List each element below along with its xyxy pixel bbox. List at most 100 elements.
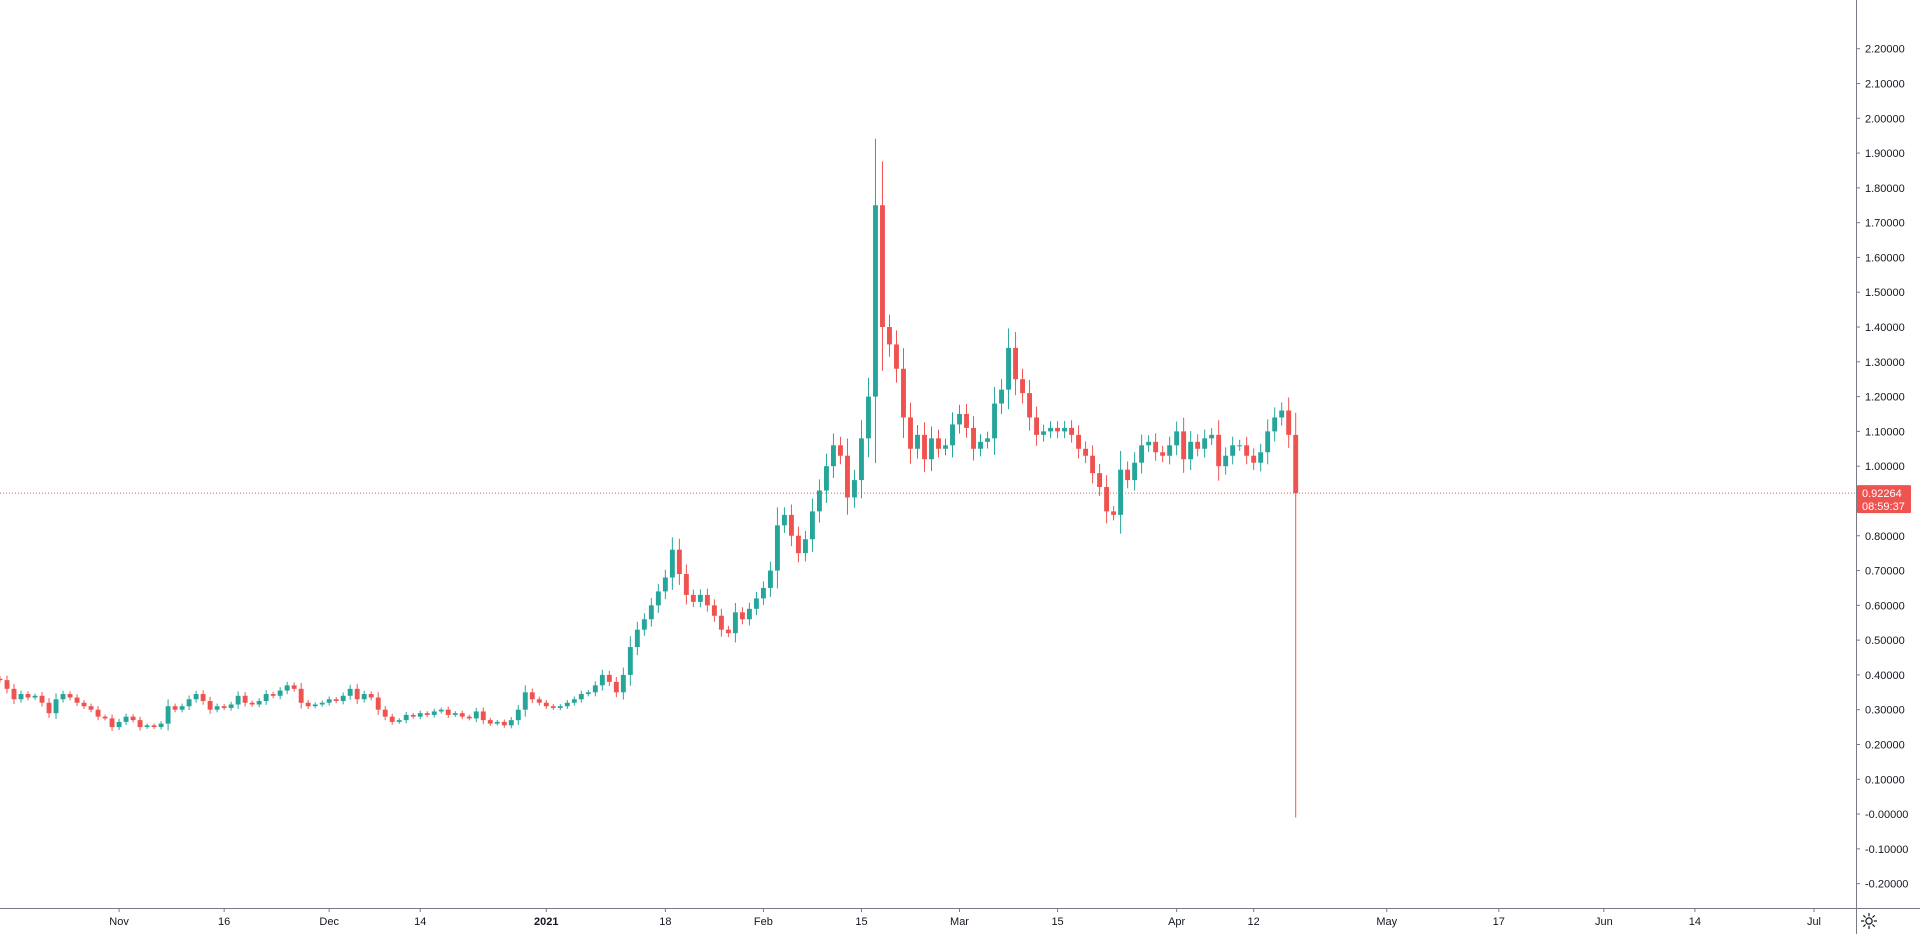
candle-body — [887, 327, 892, 345]
candle — [319, 700, 325, 707]
candle — [964, 404, 969, 438]
candle-body — [781, 514, 787, 526]
candle-body — [361, 694, 367, 700]
candle-body — [1048, 427, 1054, 432]
candle — [894, 330, 899, 383]
candle-body — [795, 535, 801, 554]
candle — [1118, 450, 1124, 534]
candle — [459, 710, 465, 720]
candle — [845, 438, 850, 515]
candle — [1251, 448, 1257, 471]
candle-body — [866, 396, 871, 439]
candle-body — [964, 413, 969, 428]
candle — [32, 693, 38, 700]
candle-body — [200, 694, 206, 702]
candle-body — [746, 608, 752, 620]
candle — [410, 712, 416, 719]
candle — [0, 676, 3, 683]
candle — [1069, 420, 1075, 443]
candle — [263, 690, 269, 705]
candle — [929, 426, 934, 472]
candle — [172, 703, 178, 713]
candle-body — [249, 702, 255, 705]
candle — [823, 453, 829, 504]
candle — [1195, 434, 1201, 457]
chart-settings-button[interactable] — [1856, 908, 1882, 934]
candle — [1223, 447, 1229, 475]
candle — [908, 402, 913, 464]
candle — [382, 706, 388, 721]
candle — [550, 704, 556, 711]
candle-body — [1069, 427, 1075, 435]
candle-body — [368, 694, 374, 698]
candle — [606, 670, 612, 686]
candle-body — [922, 434, 927, 460]
candle — [1111, 505, 1117, 521]
candle — [1237, 439, 1243, 451]
candle — [1006, 328, 1011, 410]
candle — [375, 692, 381, 715]
candle — [1230, 436, 1236, 465]
candle — [662, 569, 668, 600]
candle-body — [445, 709, 451, 715]
candle — [922, 422, 927, 472]
candle — [1167, 436, 1173, 465]
candle — [936, 429, 941, 458]
x-tick-label: Nov — [109, 916, 129, 928]
candle — [347, 684, 353, 700]
candle — [999, 379, 1004, 415]
candle-body — [1195, 441, 1201, 449]
candle-body — [992, 403, 997, 439]
candle — [788, 504, 794, 547]
candle-body — [11, 688, 17, 700]
y-tick-label: 1.50000 — [1865, 287, 1905, 299]
candle-body — [1181, 431, 1187, 460]
candle-body — [354, 688, 360, 700]
candle-body — [1244, 445, 1250, 456]
candles-layer — [0, 138, 1299, 818]
candle-body — [158, 723, 164, 728]
candle-body — [116, 721, 122, 728]
last-price-label: 0.92264 — [1862, 488, 1902, 500]
candle — [487, 717, 493, 727]
candle-body — [929, 438, 934, 460]
candle-body — [207, 701, 213, 710]
candle — [235, 691, 241, 709]
x-tick-label: Feb — [754, 916, 773, 928]
y-tick-label: 1.60000 — [1865, 252, 1905, 264]
candle-body — [214, 706, 220, 710]
candle-body — [564, 702, 570, 707]
candle-body — [1118, 469, 1124, 515]
candle-body — [1237, 445, 1243, 447]
candle — [1041, 424, 1047, 442]
candle — [102, 714, 108, 721]
candle — [943, 438, 948, 456]
candle-body — [655, 591, 661, 606]
candle-body — [32, 695, 38, 698]
candle — [25, 691, 31, 701]
candle-body — [697, 594, 703, 602]
candle-body — [137, 720, 143, 728]
candle-body — [389, 716, 395, 722]
candle-body — [1251, 455, 1257, 463]
candle-body — [1272, 417, 1278, 432]
candle-body — [515, 709, 521, 721]
candle — [326, 696, 332, 706]
candle — [291, 682, 297, 692]
candle — [137, 716, 143, 731]
candle — [1020, 368, 1026, 404]
candle — [1034, 406, 1040, 446]
candle — [277, 687, 283, 700]
candle — [158, 721, 164, 730]
candle-body — [950, 424, 955, 446]
candle — [354, 683, 360, 705]
candle — [466, 714, 472, 721]
candle — [1027, 379, 1033, 431]
candle-body — [46, 702, 52, 714]
candle-body — [305, 702, 311, 707]
y-tick-label: 2.20000 — [1865, 44, 1905, 56]
candle — [1293, 412, 1299, 818]
candle — [151, 723, 157, 729]
